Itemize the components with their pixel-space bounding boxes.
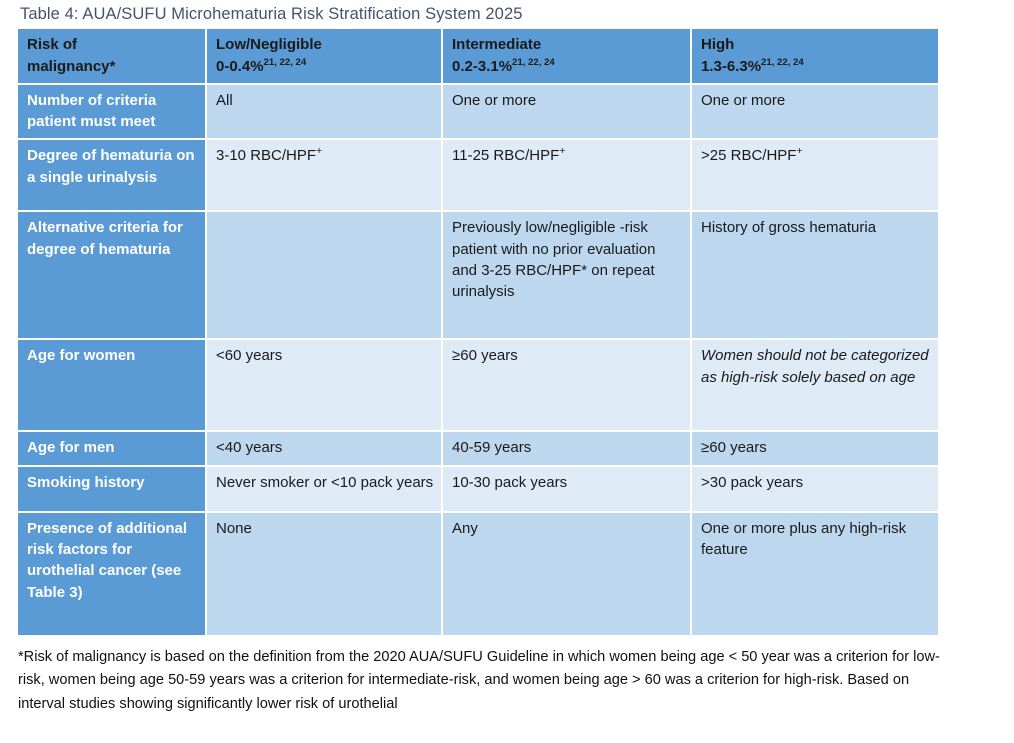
header-high-range: 1.3-6.3% bbox=[701, 57, 762, 75]
header-cell-high: High 1.3-6.3%21, 22, 24 bbox=[692, 29, 938, 85]
cell-high: >25 RBC/HPF+ bbox=[692, 140, 938, 213]
header-low-refs: 21, 22, 24 bbox=[263, 56, 307, 68]
cell-high: One or more plus any high-risk feature bbox=[692, 512, 938, 637]
cell-intermediate: Any bbox=[443, 512, 692, 637]
row-label: Number of criteria patient must meet bbox=[18, 84, 207, 141]
cell-intermediate: 11-25 RBC/HPF+ bbox=[443, 140, 692, 213]
table-row: Alternative criteria for degree of hemat… bbox=[18, 212, 938, 341]
table-row: Number of criteria patient must meet All O… bbox=[18, 84, 938, 141]
header-intermediate-refs: 21, 22, 24 bbox=[512, 56, 555, 68]
header-intermediate-range-wrap: 0.2-3.1%21, 22, 24 bbox=[452, 56, 683, 77]
risk-stratification-table: Risk of malignancy* Low/Negligible 0-0.4… bbox=[18, 29, 938, 637]
table-header: Risk of malignancy* Low/Negligible 0-0.4… bbox=[18, 29, 938, 85]
cell-high: History of gross hematuria bbox=[692, 212, 938, 341]
cell-high-superscript: + bbox=[796, 145, 803, 158]
header-low-range: 0-0.4% bbox=[216, 57, 264, 75]
header-cell-risk-of-malignancy: Risk of malignancy* bbox=[18, 29, 207, 85]
cell-high: One or more bbox=[692, 84, 938, 141]
header-cell-intermediate: Intermediate 0.2-3.1%21, 22, 24 bbox=[443, 29, 692, 85]
cell-low: None bbox=[207, 512, 443, 637]
row-label: Smoking history bbox=[18, 466, 207, 513]
cell-low: All bbox=[207, 84, 443, 141]
cell-intermediate-superscript: + bbox=[559, 145, 566, 158]
header-high-label: High bbox=[701, 36, 735, 54]
header-cell-low: Low/Negligible 0-0.4%21, 22, 24 bbox=[207, 29, 443, 85]
cell-low: 3-10 RBC/HPF+ bbox=[207, 140, 443, 213]
table-row: Smoking history Never smoker or <10 pack … bbox=[18, 466, 938, 513]
table-body: Number of criteria patient must meet All O… bbox=[18, 84, 938, 637]
cell-intermediate: ≥60 years bbox=[443, 340, 692, 433]
cell-low-superscript: + bbox=[316, 145, 323, 158]
table-row: Presence of additional risk factors for … bbox=[18, 512, 938, 637]
cell-high: >30 pack years bbox=[692, 466, 938, 513]
table-footnote: *Risk of malignancy is based on the defi… bbox=[18, 648, 940, 713]
row-label: Age for women bbox=[18, 340, 207, 433]
cell-intermediate: One or more bbox=[443, 84, 692, 141]
cell-low: Never smoker or <10 pack years bbox=[207, 466, 443, 513]
cell-low bbox=[207, 212, 443, 341]
row-label: Presence of additional risk factors for … bbox=[18, 512, 207, 637]
header-low-range-wrap: 0-0.4%21, 22, 24 bbox=[216, 56, 434, 77]
header-high-refs: 21, 22, 24 bbox=[761, 56, 804, 68]
table-row: Age for men <40 years 40-59 years ≥60 years bbox=[18, 432, 938, 467]
header-low-label: Low/Negligible bbox=[216, 36, 322, 54]
cell-high: ≥60 years bbox=[692, 432, 938, 467]
cell-high: Women should not be categorized as high-… bbox=[692, 340, 938, 433]
header-row: Risk of malignancy* Low/Negligible 0-0.4… bbox=[18, 29, 938, 85]
header-intermediate-range: 0.2-3.1% bbox=[452, 57, 513, 75]
header-intermediate-label: Intermediate bbox=[452, 36, 542, 54]
row-label: Age for men bbox=[18, 432, 207, 467]
table-caption: Table 4: AUA/SUFU Microhematuria Risk St… bbox=[20, 5, 523, 23]
table-row: Age for women <60 years ≥60 years Women sho… bbox=[18, 340, 938, 433]
table-row: Degree of hematuria on a single urinalys… bbox=[18, 140, 938, 213]
row-label: Alternative criteria for degree of hemat… bbox=[18, 212, 207, 341]
cell-low: <40 years bbox=[207, 432, 443, 467]
cell-intermediate: Previously low/negligible -risk patient … bbox=[443, 212, 692, 341]
cell-low: <60 years bbox=[207, 340, 443, 433]
header-stub-line2: malignancy* bbox=[27, 57, 116, 75]
header-stub-line1: Risk of bbox=[27, 36, 78, 54]
header-high-range-wrap: 1.3-6.3%21, 22, 24 bbox=[701, 56, 931, 77]
row-label: Degree of hematuria on a single urinalys… bbox=[18, 140, 207, 213]
cell-intermediate: 10-30 pack years bbox=[443, 466, 692, 513]
cell-intermediate: 40-59 years bbox=[443, 432, 692, 467]
